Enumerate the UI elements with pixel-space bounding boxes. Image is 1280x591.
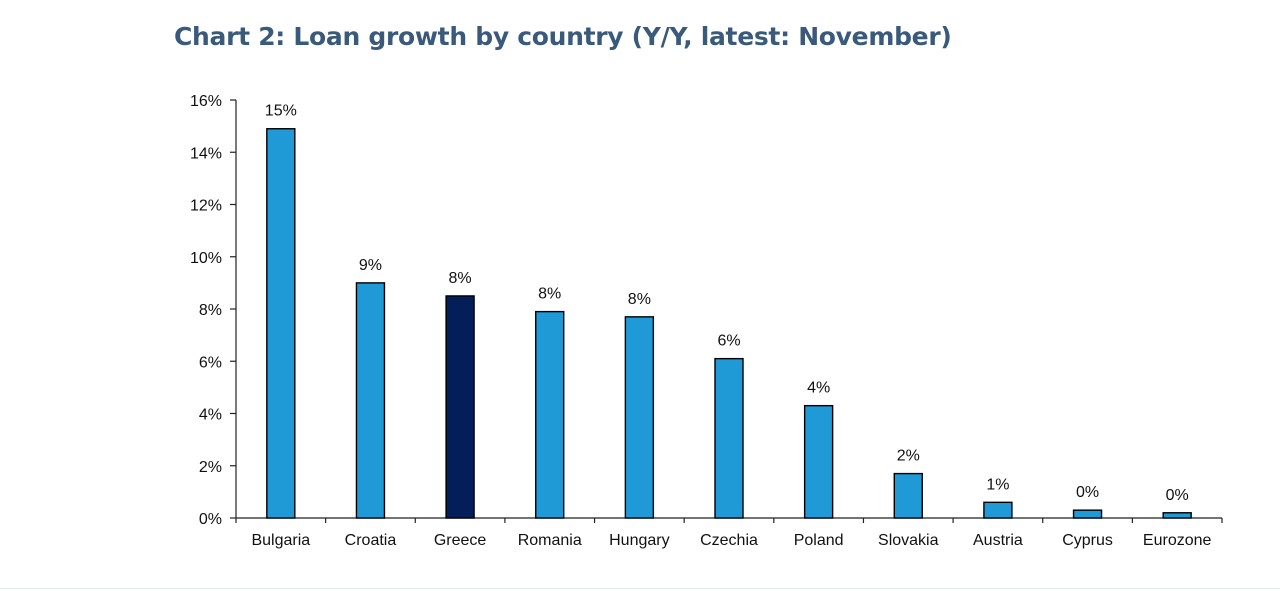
x-tick-label: Hungary — [609, 532, 669, 549]
y-tick-label: 14% — [190, 145, 222, 162]
x-tick-label: Greece — [434, 532, 487, 549]
data-label-greece: 8% — [449, 270, 472, 287]
y-tick-label: 0% — [199, 511, 222, 528]
bar-slovakia — [893, 472, 923, 519]
bar-hungary — [624, 316, 655, 519]
y-tick-label: 12% — [190, 198, 222, 215]
chart-title: Chart 2: Loan growth by country (Y/Y, la… — [174, 22, 952, 51]
y-tick-label: 16% — [190, 93, 222, 110]
data-label-czechia: 6% — [717, 333, 740, 350]
y-tick-label: 4% — [199, 407, 222, 424]
bar-croatia — [355, 282, 386, 519]
bar-romania — [535, 310, 565, 519]
bars — [266, 128, 1192, 519]
data-label-croatia: 9% — [359, 257, 382, 274]
footer-divider — [0, 588, 1280, 589]
y-tick-label: 10% — [190, 250, 222, 267]
x-tick-label: Eurozone — [1143, 532, 1212, 549]
bar-eurozone — [1162, 512, 1192, 519]
x-tick-label: Romania — [518, 532, 582, 549]
x-tick-label: Slovakia — [878, 532, 939, 549]
bar-bulgaria — [266, 128, 296, 519]
x-tick-label: Czechia — [700, 532, 758, 549]
x-tick-label: Bulgaria — [251, 532, 310, 549]
bar-greece — [445, 295, 475, 519]
y-tick-label: 2% — [199, 459, 222, 476]
data-label-romania: 8% — [538, 286, 561, 303]
data-label-cyprus: 0% — [1076, 484, 1099, 501]
bar-austria — [983, 501, 1013, 519]
x-tick-label: Cyprus — [1062, 532, 1113, 549]
bar-cyprus — [1072, 509, 1103, 519]
data-label-bulgaria: 15% — [265, 103, 297, 120]
y-tick-label: 6% — [199, 354, 222, 371]
bar-czechia — [714, 357, 744, 519]
data-label-austria: 1% — [986, 476, 1009, 493]
x-tick-label: Croatia — [345, 532, 397, 549]
x-tick-label: Poland — [794, 532, 844, 549]
data-label-eurozone: 0% — [1166, 487, 1189, 504]
data-label-hungary: 8% — [628, 291, 651, 308]
x-tick-label: Austria — [973, 532, 1023, 549]
data-labels: 15% 9% 8% 8% 8% 6% 4% 2% 1% 0% 0% — [265, 103, 1189, 504]
y-tick-label: 8% — [199, 302, 222, 319]
data-label-slovakia: 2% — [897, 448, 920, 465]
x-axis: Bulgaria Croatia Greece Romania Hungary Czech… — [235, 517, 1223, 549]
y-axis: 0% 2% 4% 6% 8% 10% 12% 14% 16% — [190, 93, 237, 528]
data-label-poland: 4% — [807, 380, 830, 397]
bar-poland — [803, 404, 834, 519]
